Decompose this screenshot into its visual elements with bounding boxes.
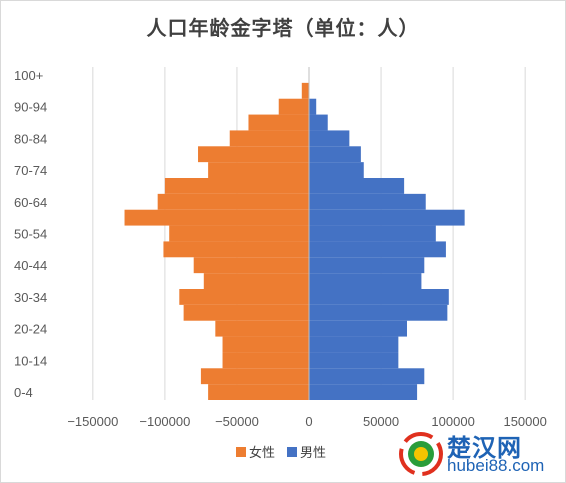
x-tick-label: −150000 <box>67 414 118 429</box>
x-tick-label: −50000 <box>215 414 259 429</box>
bar-male-10-14 <box>309 352 399 369</box>
y-tick-label: 40-44 <box>14 258 47 273</box>
y-tick-label: 10-14 <box>14 353 47 368</box>
bar-male-40-44 <box>309 257 425 274</box>
bar-female-50-54 <box>169 225 309 242</box>
y-tick-label: 30-34 <box>14 290 47 305</box>
watermark: 楚汉网 hubei88.com <box>395 428 565 480</box>
bar-female-55-59 <box>124 209 309 226</box>
y-tick-label: 50-54 <box>14 227 47 242</box>
y-tick-label: 20-24 <box>14 322 47 337</box>
y-tick-label: 0-4 <box>14 385 33 400</box>
y-tick-label: 60-64 <box>14 195 47 210</box>
bar-female-0-4 <box>208 384 309 400</box>
x-tick-label: 100000 <box>431 414 474 429</box>
bar-female-30-34 <box>179 289 309 305</box>
bar-female-25-29 <box>183 304 309 321</box>
bar-female-65-69 <box>164 178 309 194</box>
bar-female-35-39 <box>203 273 309 289</box>
bar-male-90-94 <box>309 98 317 115</box>
bar-male-85-89 <box>309 114 328 131</box>
bar-female-10-14 <box>222 352 309 369</box>
x-tick-label: 150000 <box>503 414 546 429</box>
bar-male-35-39 <box>309 273 422 289</box>
bar-male-5-9 <box>309 368 425 385</box>
bar-male-0-4 <box>309 384 418 400</box>
x-tick-label: 50000 <box>363 414 399 429</box>
bar-male-30-34 <box>309 289 449 305</box>
bar-male-80-84 <box>309 130 350 147</box>
legend-swatch <box>236 447 246 457</box>
bar-male-65-69 <box>309 178 405 194</box>
bar-female-95-99 <box>301 82 309 99</box>
legend-swatch <box>287 447 297 457</box>
y-tick-label: 100+ <box>14 68 43 83</box>
watermark-logo-icon <box>399 432 443 476</box>
bar-female-70-74 <box>208 162 309 178</box>
bar-female-90-94 <box>278 98 309 115</box>
bar-male-15-19 <box>309 336 399 353</box>
watermark-brand: 楚汉网 <box>447 434 522 462</box>
watermark-url: hubei88.com <box>447 456 545 475</box>
bar-male-45-49 <box>309 241 446 258</box>
bar-male-55-59 <box>309 209 465 226</box>
bar-female-5-9 <box>200 368 309 385</box>
bar-male-20-24 <box>309 320 407 337</box>
bar-male-75-79 <box>309 146 361 163</box>
legend-label: 男性 <box>300 446 326 461</box>
bar-female-60-64 <box>157 193 309 210</box>
chart-title: 人口年龄金字塔（单位：人） <box>146 16 420 40</box>
bar-female-85-89 <box>248 114 309 131</box>
bar-female-45-49 <box>163 241 309 258</box>
y-tick-label: 90-94 <box>14 100 47 115</box>
y-tick-label: 80-84 <box>14 131 47 146</box>
bar-female-75-79 <box>198 146 309 163</box>
bar-male-25-29 <box>309 304 448 321</box>
bar-male-60-64 <box>309 193 426 210</box>
bar-female-40-44 <box>193 257 309 274</box>
x-tick-label: 0 <box>305 414 312 429</box>
legend-label: 女性 <box>249 445 275 461</box>
x-tick-label: −100000 <box>139 414 190 429</box>
bar-male-50-54 <box>309 225 436 242</box>
bar-female-20-24 <box>215 320 309 337</box>
bar-female-80-84 <box>229 130 309 147</box>
bar-male-70-74 <box>309 162 364 178</box>
bar-female-15-19 <box>222 336 309 353</box>
y-tick-label: 70-74 <box>14 163 47 178</box>
